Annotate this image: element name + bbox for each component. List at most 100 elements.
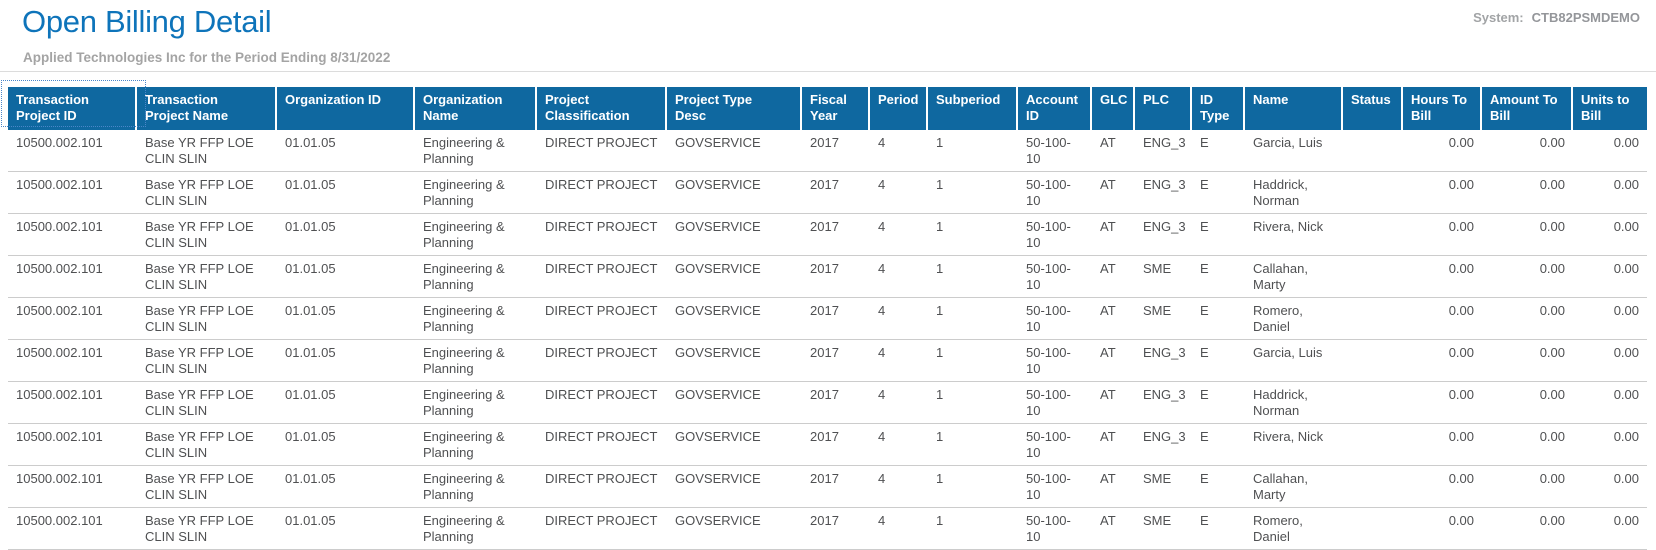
column-header-units_to_bill[interactable]: Units to Bill <box>1573 87 1647 130</box>
cell-amount_to_bill: 0.00 <box>1482 424 1573 466</box>
cell-status <box>1343 172 1403 214</box>
cell-id_type: E <box>1192 214 1245 256</box>
cell-glc: AT <box>1092 340 1135 382</box>
cell-plc: ENG_3 <box>1135 340 1192 382</box>
billing-table-container: Transaction Project ID Transaction Projec… <box>1 80 1647 550</box>
header-row: Transaction Project ID Transaction Projec… <box>8 87 1647 130</box>
cell-subperiod: 1 <box>928 382 1018 424</box>
cell-project_type_desc: GOVSERVICE <box>667 172 802 214</box>
cell-txn_project_id: 10500.002.101 <box>8 466 137 508</box>
cell-period: 4 <box>870 340 928 382</box>
cell-txn_project_name: Base YR FFP LOE CLIN SLIN <box>137 298 277 340</box>
cell-account_id: 50-100-10 <box>1018 424 1092 466</box>
column-header-project_classification[interactable]: Project Classification <box>537 87 667 130</box>
column-header-hours_to_bill[interactable]: Hours To Bill <box>1403 87 1482 130</box>
column-header-org_name[interactable]: Organization Name <box>415 87 537 130</box>
table-row[interactable]: 10500.002.101 Base YR FFP LOE CLIN SLIN 01… <box>8 214 1647 256</box>
page-header: Open Billing Detail Applied Technologies… <box>0 0 1656 71</box>
cell-name: Callahan, Marty <box>1245 256 1343 298</box>
cell-subperiod: 1 <box>928 172 1018 214</box>
column-header-project_type_desc[interactable]: Project Type Desc <box>667 87 802 130</box>
cell-id_type: E <box>1192 466 1245 508</box>
cell-org_id: 01.01.05 <box>277 424 415 466</box>
cell-project_classification: DIRECT PROJECT <box>537 172 667 214</box>
cell-org_name: Engineering & Planning <box>415 382 537 424</box>
cell-txn_project_name: Base YR FFP LOE CLIN SLIN <box>137 172 277 214</box>
column-header-account_id[interactable]: Account ID <box>1018 87 1092 130</box>
column-header-txn_project_id[interactable]: Transaction Project ID <box>8 87 137 130</box>
cell-period: 4 <box>870 172 928 214</box>
cell-project_type_desc: GOVSERVICE <box>667 508 802 550</box>
cell-subperiod: 1 <box>928 466 1018 508</box>
cell-amount_to_bill: 0.00 <box>1482 382 1573 424</box>
table-row[interactable]: 10500.002.101 Base YR FFP LOE CLIN SLIN 01… <box>8 130 1647 172</box>
cell-org_id: 01.01.05 <box>277 256 415 298</box>
column-header-plc[interactable]: PLC <box>1135 87 1192 130</box>
cell-hours_to_bill: 0.00 <box>1403 466 1482 508</box>
column-header-period[interactable]: Period <box>870 87 928 130</box>
page-subtitle: Applied Technologies Inc for the Period … <box>23 50 391 65</box>
cell-hours_to_bill: 0.00 <box>1403 508 1482 550</box>
cell-project_classification: DIRECT PROJECT <box>537 340 667 382</box>
table-row[interactable]: 10500.002.101 Base YR FFP LOE CLIN SLIN 01… <box>8 466 1647 508</box>
cell-plc: ENG_3 <box>1135 130 1192 172</box>
column-header-subperiod[interactable]: Subperiod <box>928 87 1018 130</box>
cell-status <box>1343 340 1403 382</box>
table-row[interactable]: 10500.002.101 Base YR FFP LOE CLIN SLIN 01… <box>8 424 1647 466</box>
table-row[interactable]: 10500.002.101 Base YR FFP LOE CLIN SLIN 01… <box>8 508 1647 550</box>
cell-amount_to_bill: 0.00 <box>1482 340 1573 382</box>
cell-txn_project_name: Base YR FFP LOE CLIN SLIN <box>137 130 277 172</box>
column-header-status[interactable]: Status <box>1343 87 1403 130</box>
cell-fiscal_year: 2017 <box>802 382 870 424</box>
cell-org_id: 01.01.05 <box>277 214 415 256</box>
cell-org_id: 01.01.05 <box>277 298 415 340</box>
cell-hours_to_bill: 0.00 <box>1403 298 1482 340</box>
header-divider <box>0 71 1656 72</box>
cell-project_type_desc: GOVSERVICE <box>667 424 802 466</box>
table-row[interactable]: 10500.002.101 Base YR FFP LOE CLIN SLIN 01… <box>8 340 1647 382</box>
cell-subperiod: 1 <box>928 508 1018 550</box>
cell-glc: AT <box>1092 130 1135 172</box>
table-row[interactable]: 10500.002.101 Base YR FFP LOE CLIN SLIN 01… <box>8 382 1647 424</box>
cell-hours_to_bill: 0.00 <box>1403 172 1482 214</box>
cell-plc: ENG_3 <box>1135 214 1192 256</box>
cell-hours_to_bill: 0.00 <box>1403 214 1482 256</box>
cell-project_classification: DIRECT PROJECT <box>537 424 667 466</box>
cell-period: 4 <box>870 214 928 256</box>
cell-project_type_desc: GOVSERVICE <box>667 256 802 298</box>
column-header-amount_to_bill[interactable]: Amount To Bill <box>1482 87 1573 130</box>
cell-id_type: E <box>1192 508 1245 550</box>
column-header-id_type[interactable]: ID Type <box>1192 87 1245 130</box>
cell-project_classification: DIRECT PROJECT <box>537 214 667 256</box>
table-row[interactable]: 10500.002.101 Base YR FFP LOE CLIN SLIN 01… <box>8 256 1647 298</box>
table-row[interactable]: 10500.002.101 Base YR FFP LOE CLIN SLIN 01… <box>8 172 1647 214</box>
cell-period: 4 <box>870 298 928 340</box>
cell-org_name: Engineering & Planning <box>415 172 537 214</box>
cell-units_to_bill: 0.00 <box>1573 424 1647 466</box>
cell-glc: AT <box>1092 214 1135 256</box>
cell-txn_project_id: 10500.002.101 <box>8 172 137 214</box>
system-label: System: <box>1473 10 1524 25</box>
column-header-name[interactable]: Name <box>1245 87 1343 130</box>
cell-fiscal_year: 2017 <box>802 298 870 340</box>
column-header-org_id[interactable]: Organization ID <box>277 87 415 130</box>
cell-plc: SME <box>1135 466 1192 508</box>
cell-amount_to_bill: 0.00 <box>1482 256 1573 298</box>
column-header-fiscal_year[interactable]: Fiscal Year <box>802 87 870 130</box>
cell-units_to_bill: 0.00 <box>1573 382 1647 424</box>
cell-account_id: 50-100-10 <box>1018 256 1092 298</box>
cell-project_classification: DIRECT PROJECT <box>537 256 667 298</box>
column-header-glc[interactable]: GLC <box>1092 87 1135 130</box>
cell-amount_to_bill: 0.00 <box>1482 130 1573 172</box>
cell-name: Romero, Daniel <box>1245 508 1343 550</box>
cell-period: 4 <box>870 130 928 172</box>
cell-hours_to_bill: 0.00 <box>1403 256 1482 298</box>
cell-txn_project_id: 10500.002.101 <box>8 382 137 424</box>
cell-project_classification: DIRECT PROJECT <box>537 382 667 424</box>
cell-hours_to_bill: 0.00 <box>1403 382 1482 424</box>
cell-account_id: 50-100-10 <box>1018 298 1092 340</box>
cell-org_name: Engineering & Planning <box>415 130 537 172</box>
column-header-txn_project_name[interactable]: Transaction Project Name <box>137 87 277 130</box>
cell-status <box>1343 466 1403 508</box>
table-row[interactable]: 10500.002.101 Base YR FFP LOE CLIN SLIN 01… <box>8 298 1647 340</box>
